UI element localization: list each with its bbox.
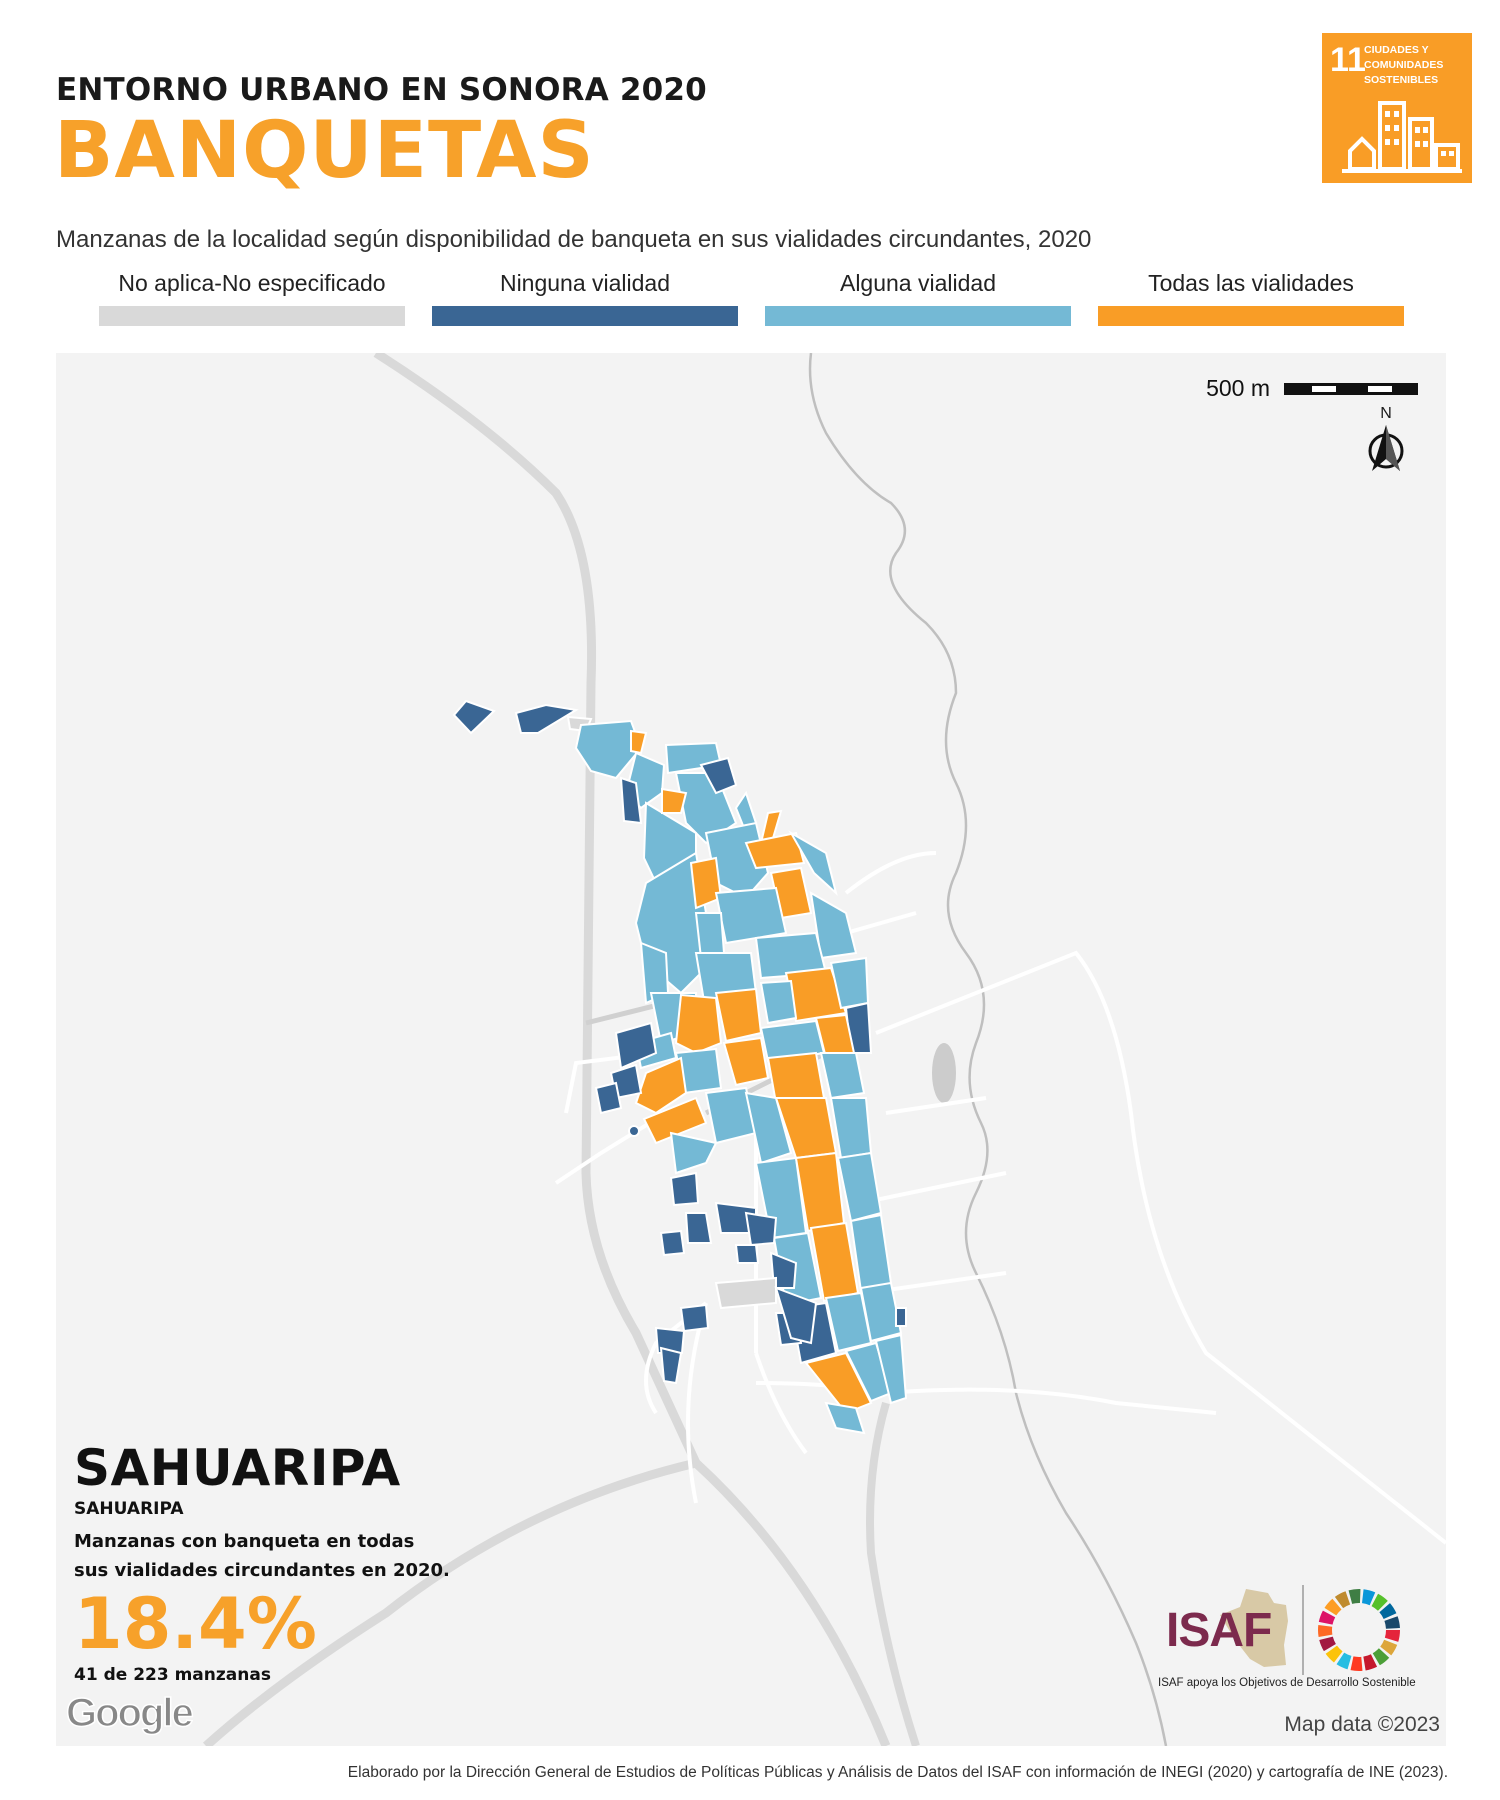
- city-buildings-icon: [1342, 101, 1462, 173]
- locality-summary: SAHUARIPA SAHUARIPA Manzanas con banquet…: [74, 1439, 454, 1685]
- river-pool: [932, 1043, 956, 1103]
- legend-item-no-aplica: No aplica-No especificado: [99, 268, 405, 328]
- legend-item-alguna: Alguna vialidad: [765, 268, 1071, 328]
- google-logo: Google: [65, 1690, 194, 1736]
- locality-name: SAHUARIPA: [74, 1439, 401, 1497]
- basemap: [202, 353, 1446, 1746]
- sdg-label-line: COMUNIDADES: [1364, 59, 1444, 71]
- map-data-attribution: Map data ©2023: [1284, 1713, 1440, 1736]
- isaf-wordmark: ISAF: [1166, 1604, 1272, 1657]
- map-subtitle: Manzanas de la localidad según disponibi…: [56, 226, 1092, 253]
- legend-swatch: [432, 306, 738, 326]
- map-panel[interactable]: 500 m N SAHUARIPA SAHUARIPA Manzanas con…: [56, 353, 1446, 1746]
- highway-south: [866, 1401, 920, 1746]
- supertitle: ENTORNO URBANO EN SONORA 2020: [56, 72, 707, 108]
- footer-credits: Elaborado por la Dirección General de Es…: [347, 1764, 1448, 1781]
- legend-item-ninguna: Ninguna vialidad: [432, 268, 738, 328]
- sdg-number: 11: [1330, 41, 1366, 79]
- highway: [373, 353, 891, 1746]
- north-label: N: [1380, 405, 1392, 422]
- legend-swatch: [765, 306, 1071, 326]
- legend-label: Alguna vialidad: [839, 270, 996, 296]
- page-title: BANQUETAS: [54, 106, 595, 196]
- sdg-label: CIUDADES Y COMUNIDADES SOSTENIBLES: [1364, 43, 1443, 88]
- legend-label: Ninguna vialidad: [499, 270, 671, 296]
- legend-label: Todas las vialidades: [1148, 270, 1354, 296]
- isaf-tagline: ISAF apoya los Objetivos de Desarrollo S…: [1158, 1677, 1416, 1689]
- scale-bar: [1284, 383, 1418, 395]
- logo-divider: [1302, 1585, 1304, 1675]
- municipality-name: SAHUARIPA: [74, 1499, 184, 1519]
- town-blocks: [452, 699, 908, 1435]
- summary-description: Manzanas con banqueta en todas sus viali…: [74, 1531, 450, 1581]
- river: [808, 353, 1168, 1746]
- summary-count: 41 de 223 manzanas: [74, 1665, 271, 1685]
- highway-branch: [202, 1458, 698, 1746]
- north-arrow-icon: N: [1364, 405, 1408, 475]
- legend-label: No aplica-No especificado: [118, 270, 386, 296]
- summary-percentage: 18.4%: [74, 1583, 317, 1665]
- sdg-label-line: CIUDADES Y: [1364, 44, 1429, 56]
- legend-item-todas: Todas las vialidades: [1098, 268, 1404, 328]
- sdg-11-badge: 11 CIUDADES Y COMUNIDADES SOSTENIBLES: [1322, 33, 1472, 183]
- sdg-label-line: SOSTENIBLES: [1364, 74, 1439, 86]
- legend-swatch: [99, 306, 405, 326]
- sonora-map-icon: [1220, 1589, 1288, 1667]
- legend-swatch: [1098, 306, 1404, 326]
- isaf-logo-group: ISAF: [1156, 1585, 1436, 1695]
- sdg-wheel-icon: [1318, 1589, 1400, 1671]
- scale-label: 500 m: [1206, 375, 1270, 401]
